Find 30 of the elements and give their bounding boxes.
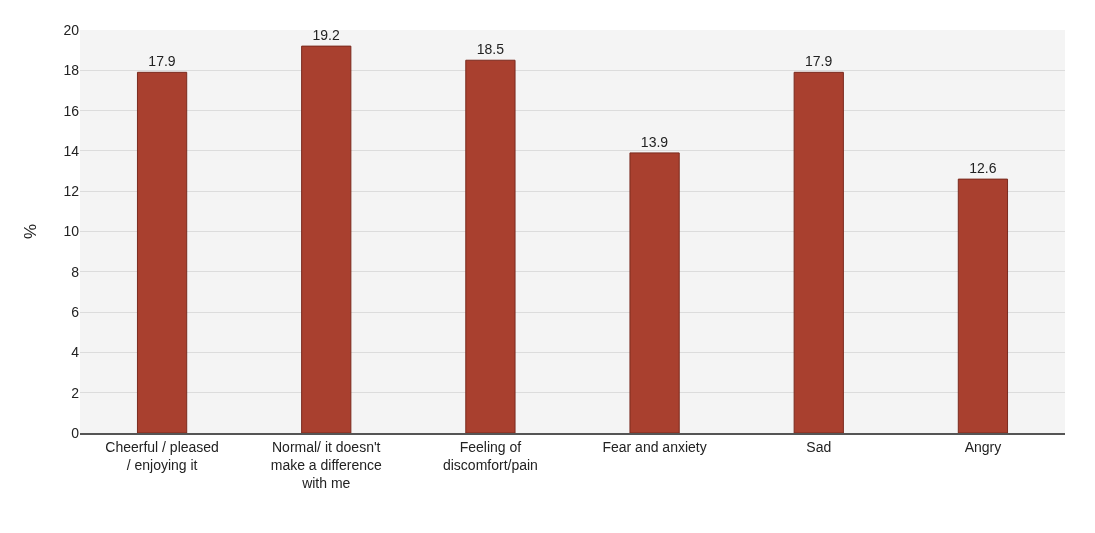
- y-tick-label: 4: [71, 344, 80, 361]
- bar: [957, 178, 1009, 433]
- x-tick-label: Sad: [806, 438, 832, 455]
- data-label: 13.9: [640, 133, 669, 150]
- y-tick-label: 8: [71, 263, 80, 280]
- x-tick-label: Cheerful / pleased / enjoying it: [105, 438, 219, 473]
- y-tick-label: 12: [63, 183, 80, 200]
- y-tick-label: 10: [63, 223, 80, 240]
- y-tick-label: 20: [63, 21, 80, 38]
- y-tick-label: 6: [71, 304, 80, 320]
- x-tick-label: Fear and anxiety: [602, 438, 707, 455]
- x-tick-label: Normal/ it doesn't make a difference with me: [270, 438, 382, 492]
- y-tick-label: 0: [71, 424, 80, 441]
- y-tick-label: 14: [63, 142, 80, 159]
- y-tick-label: 18: [63, 62, 80, 79]
- bar: [301, 45, 352, 433]
- y-axis-title: %: [21, 223, 40, 240]
- bar: [136, 71, 188, 433]
- x-tick-label: Feeling of discomfort/pain: [442, 438, 538, 473]
- y-tick-label: 16: [63, 102, 80, 119]
- bar: [793, 71, 844, 433]
- data-label: 19.2: [312, 27, 340, 44]
- y-tick-label: 2: [71, 384, 80, 401]
- data-label: 17.9: [805, 53, 833, 70]
- bar: [629, 152, 680, 433]
- bar: [465, 59, 516, 433]
- data-label: 18.5: [476, 41, 505, 58]
- data-label: 17.9: [148, 53, 176, 70]
- x-tick-label: Angry: [964, 438, 1002, 455]
- data-label: 12.6: [969, 160, 997, 177]
